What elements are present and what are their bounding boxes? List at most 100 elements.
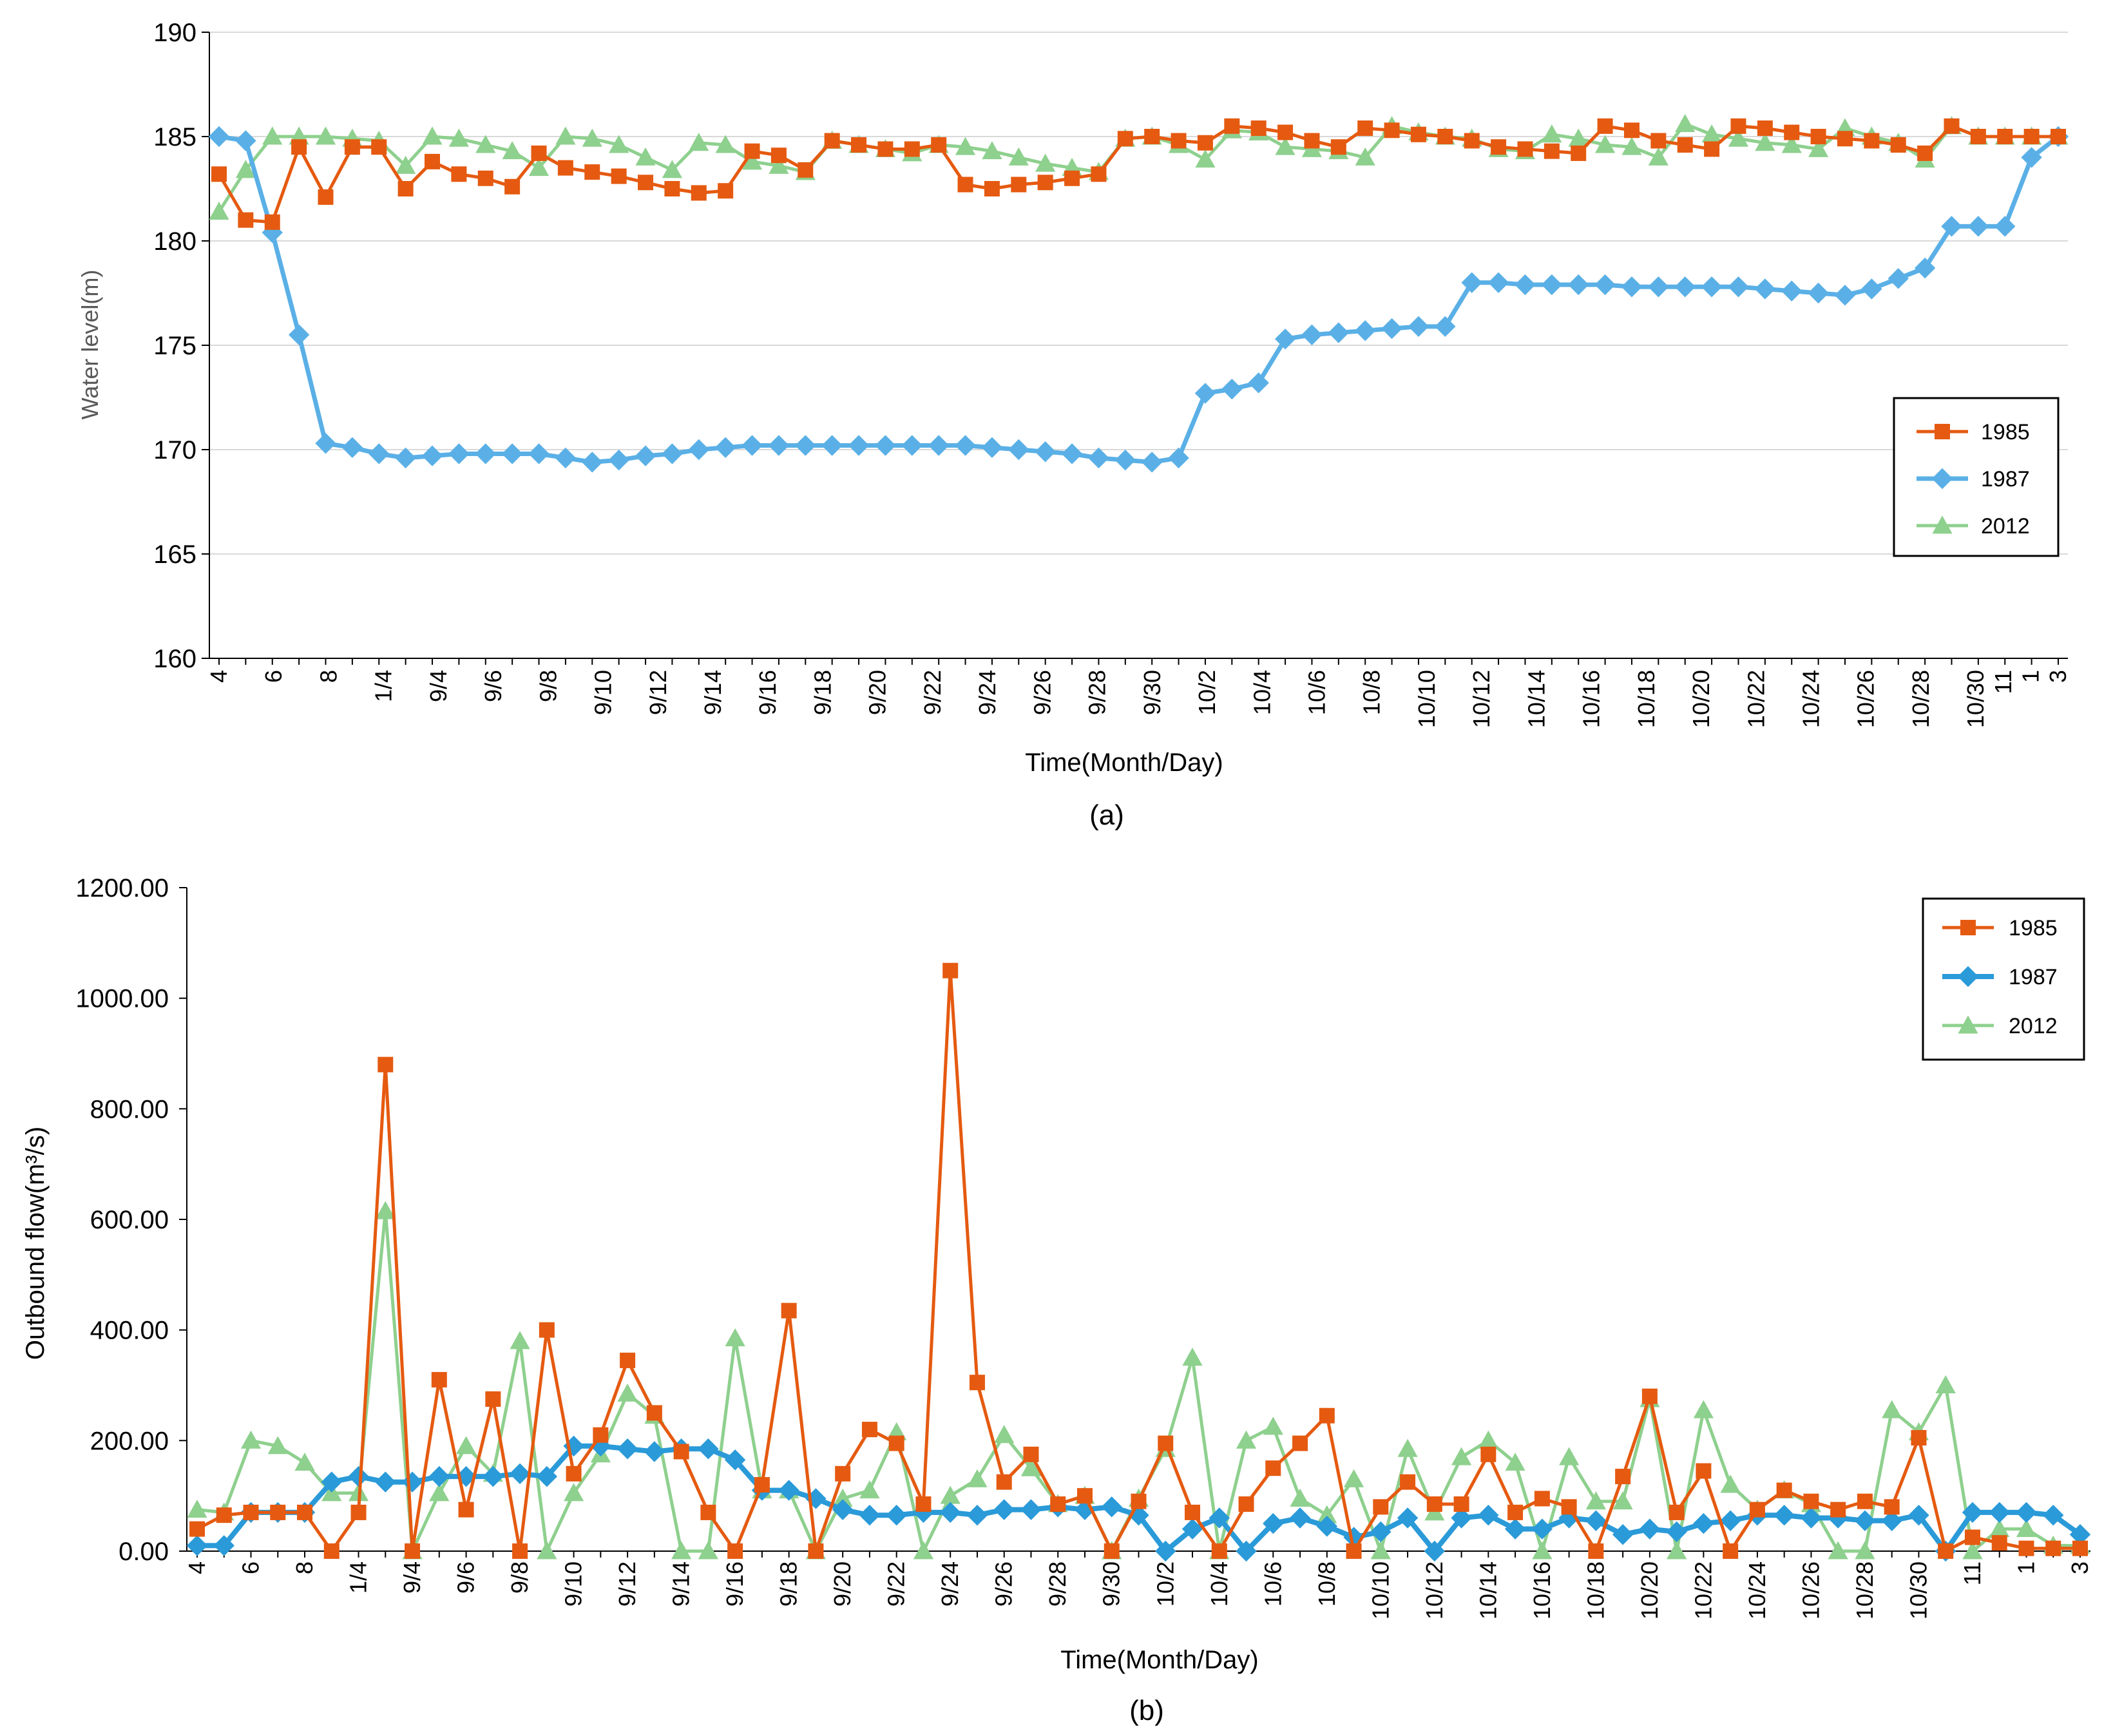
panel-b-point-2012: [1370, 1541, 1391, 1560]
panel-a-point-2012: [769, 155, 789, 174]
panel-a-point-1987: [1381, 318, 1402, 339]
panel-a-point-2012: [635, 147, 656, 166]
panel-b-x-tick-label: 9/18: [776, 1561, 802, 1607]
panel-b-x-tick-label: 10/16: [1529, 1561, 1555, 1619]
panel-a-point-2012: [555, 126, 576, 145]
panel-a-x-tick-label: 9/8: [535, 670, 561, 702]
panel-b-point-2012: [671, 1541, 692, 1560]
panel-a-point-1985: [638, 175, 654, 191]
panel-b-point-2012: [1317, 1505, 1337, 1523]
panel-b-point-1987: [1155, 1540, 1176, 1562]
panel-b-point-1985: [566, 1465, 582, 1482]
panel-a-point-1985: [504, 178, 521, 195]
panel-a-point-1985: [531, 145, 547, 161]
panel-b-x-tick-label: 10/14: [1475, 1561, 1501, 1619]
panel-b-point-1987: [375, 1471, 396, 1493]
panel-a-point-2012: [1675, 113, 1696, 133]
panel-b-point-2012: [1236, 1430, 1257, 1449]
panel-a-point-1987: [1834, 285, 1856, 306]
panel-b-point-1987: [832, 1499, 854, 1520]
panel-b-point-2012: [994, 1425, 1015, 1444]
panel-a-point-1985: [1704, 141, 1720, 157]
panel-a-x-tick-label: 10/28: [1907, 670, 1934, 728]
panel-a-point-1987: [981, 437, 1003, 458]
panel-a-point-1987: [1408, 316, 1429, 338]
panel-a-point-1985: [718, 183, 734, 199]
panel-a-point-2012: [715, 135, 736, 153]
panel-a-point-1985: [1437, 129, 1453, 144]
panel-b-y-tick-label: 600.00: [90, 1206, 169, 1234]
panel-a-point-1987: [608, 450, 629, 471]
panel-b-point-2012: [537, 1541, 557, 1560]
panel-a-point-1987: [795, 435, 816, 456]
panel-a-point-1987: [821, 435, 843, 456]
panel-b-x-tick-label: 9/4: [399, 1561, 425, 1594]
panel-b-point-1987: [1989, 1502, 2010, 1523]
panel-b-x-tick-label: 10/6: [1259, 1561, 1286, 1607]
panel-b-x-tick-label: 10/18: [1582, 1561, 1609, 1619]
panel-a-legend-label-1985: 1985: [1981, 420, 2030, 444]
panel-b-point-1985: [781, 1302, 797, 1319]
panel-b-x-tick-label: 10/28: [1851, 1561, 1878, 1619]
panel-a-x-tick-label: 10/20: [1688, 670, 1714, 728]
panel-a-x-tick-label: 9/22: [919, 670, 946, 715]
panel-b-point-1985: [1185, 1504, 1201, 1520]
panel-a-y-axis-title: Water level(m): [77, 270, 103, 420]
panel-a-y-tick-label: 165: [153, 540, 196, 569]
panel-a-point-1987: [1355, 320, 1376, 341]
panel-b-point-1985: [431, 1371, 447, 1388]
panel-b-x-tick-label: 10/24: [1744, 1561, 1770, 1619]
panel-a-y-tick-label: 170: [153, 436, 196, 464]
panel-b-point-1985: [2018, 1540, 2034, 1556]
panel-b-point-1987: [1719, 1510, 1741, 1531]
panel-a-x-tick-label: 9/10: [590, 670, 617, 715]
panel-b-point-1987: [428, 1465, 450, 1487]
panel-b-point-1987: [1881, 1510, 1902, 1531]
panel-b-point-1987: [1289, 1507, 1311, 1529]
panel-a-x-tick-label: 9/26: [1029, 670, 1055, 715]
panel-a-point-1985: [371, 139, 387, 155]
panel-a-point-1985: [2051, 129, 2066, 144]
panel-a-point-1985: [1171, 133, 1187, 149]
panel-a-point-1987: [368, 443, 390, 464]
panel-b-point-2012: [294, 1453, 315, 1471]
panel-a-point-1987: [341, 437, 363, 458]
panel-a-series: [208, 113, 2069, 473]
panel-a-point-1987: [555, 447, 577, 469]
panel-a-point-2012: [262, 126, 283, 145]
panel-b-point-1985: [1480, 1446, 1496, 1462]
panel-b-point-2012: [429, 1483, 450, 1502]
panel-b-point-1985: [1561, 1499, 1577, 1515]
panel-b-point-2012: [375, 1201, 396, 1219]
panel-a-point-1987: [1461, 272, 1482, 293]
panel-a-x-tick-label: 10/30: [1962, 670, 1989, 728]
panel-b-point-1985: [1749, 1502, 1765, 1518]
panel-b-point-1985: [1776, 1482, 1792, 1498]
panel-a-x-tick-label: 1/4: [370, 670, 397, 702]
panel-b-legend-marker-1985: [1960, 920, 1976, 935]
panel-b-point-1985: [861, 1422, 877, 1438]
panel-a-point-1985: [1677, 137, 1693, 153]
panel-b-x-tick-label: 3: [2067, 1561, 2093, 1574]
panel-b-point-1985: [405, 1543, 421, 1559]
panel-b-point-1987: [348, 1465, 369, 1487]
panel-b-point-1985: [593, 1427, 609, 1443]
panel-a-point-1985: [264, 214, 280, 230]
panel-b-y-tick-label: 1000.00: [75, 985, 169, 1013]
panel-b-x-tick-label: 10/22: [1690, 1561, 1716, 1619]
panel-a-point-1987: [528, 443, 550, 464]
panel-a-point-1987: [1088, 447, 1109, 469]
panel-b-point-2012: [1505, 1453, 1525, 1471]
panel-b-point-1985: [1641, 1388, 1658, 1404]
panel-b-y-tick-label: 0.00: [119, 1538, 169, 1566]
panel-b-point-1985: [1104, 1543, 1120, 1559]
panel-a-point-1985: [1917, 145, 1933, 161]
panel-b-x-tick-label: 6: [238, 1561, 264, 1574]
panel-b-y-tick-label: 800.00: [90, 1095, 169, 1123]
panel-b-point-1985: [1131, 1493, 1147, 1509]
panel-a-point-1987: [662, 443, 683, 464]
panel-a-point-1987: [1621, 276, 1643, 298]
panel-a-x-tick-label: 10/16: [1578, 670, 1605, 728]
panel-b-point-2012: [967, 1469, 988, 1487]
panel-a-point-1985: [1997, 129, 2013, 144]
